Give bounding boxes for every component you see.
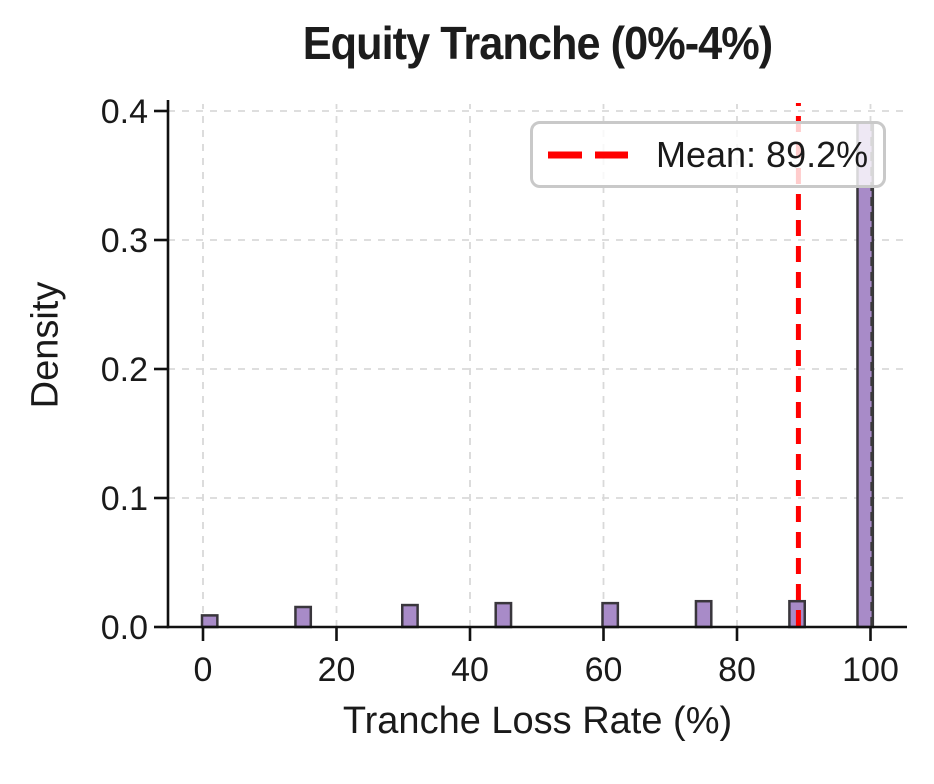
y-tick-label: 0.3 <box>101 222 148 260</box>
chart-title: Equity Tranche (0%-4%) <box>302 17 773 69</box>
histogram-bar <box>200 614 219 629</box>
x-tick-label: 60 <box>585 651 623 689</box>
y-tick-label: 0.0 <box>101 609 148 647</box>
histogram-bar <box>494 601 513 629</box>
legend-label: Mean: 89.2% <box>656 133 869 175</box>
y-axis-label: Density <box>24 281 67 409</box>
mean-line-swatch <box>548 151 628 158</box>
x-tick-label: 0 <box>194 651 213 689</box>
histogram-bar <box>694 599 713 629</box>
x-tick-label: 100 <box>842 651 899 689</box>
y-tick-label: 0.2 <box>101 351 148 389</box>
x-tick-label: 80 <box>718 651 756 689</box>
histogram-bar <box>601 601 620 629</box>
x-axis-label: Tranche Loss Rate (%) <box>342 700 733 742</box>
y-tick-label: 0.1 <box>101 480 148 518</box>
histogram-bar <box>400 603 419 629</box>
y-tick-label: 0.4 <box>101 93 148 131</box>
x-tick-label: 40 <box>451 651 489 689</box>
legend: Mean: 89.2% <box>530 121 886 188</box>
histogram-bar <box>294 605 313 629</box>
x-tick-label: 20 <box>318 651 356 689</box>
